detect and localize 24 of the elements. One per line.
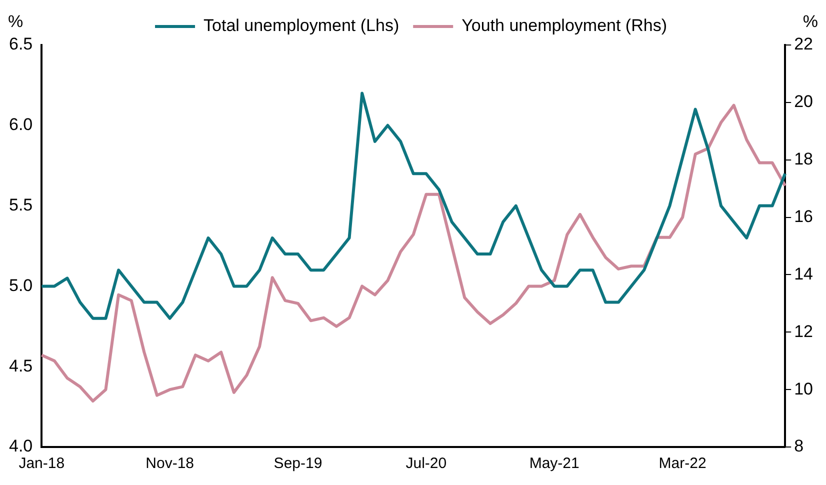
y2-tick-label: 8 [794,436,804,456]
y-tick-label: 5.5 [8,195,33,214]
x-tick-label: Jul-20 [406,455,447,472]
y-axis-title: % [8,12,24,32]
x-tick-label: Nov-18 [146,455,194,472]
x-tick-label: Mar-22 [658,455,706,472]
x-tick-label: Sep-19 [274,455,322,472]
legend-label: Youth unemployment (Rhs) [462,16,667,36]
y2-tick-label: 12 [794,322,814,341]
x-tick-label: Jan-18 [18,455,65,472]
y-tick-label: 4.0 [8,436,33,456]
y2-tick-label: 14 [794,264,814,284]
y-tick-label: 6.5 [8,34,33,54]
x-tick-label: May-21 [529,455,580,472]
y2-axis-title: % [802,12,818,32]
y2-tick-label: 16 [794,206,814,226]
y2-tick-label: 10 [794,379,814,398]
legend-label: Total unemployment (Lhs) [204,16,400,36]
y2-tick-label: 20 [794,92,814,112]
y-tick-label: 6.0 [8,115,33,134]
y2-tick-label: 22 [794,34,814,54]
y-tick-label: 5.0 [8,276,33,295]
y-tick-label: 4.5 [8,356,33,376]
y2-tick-label: 18 [794,150,814,169]
